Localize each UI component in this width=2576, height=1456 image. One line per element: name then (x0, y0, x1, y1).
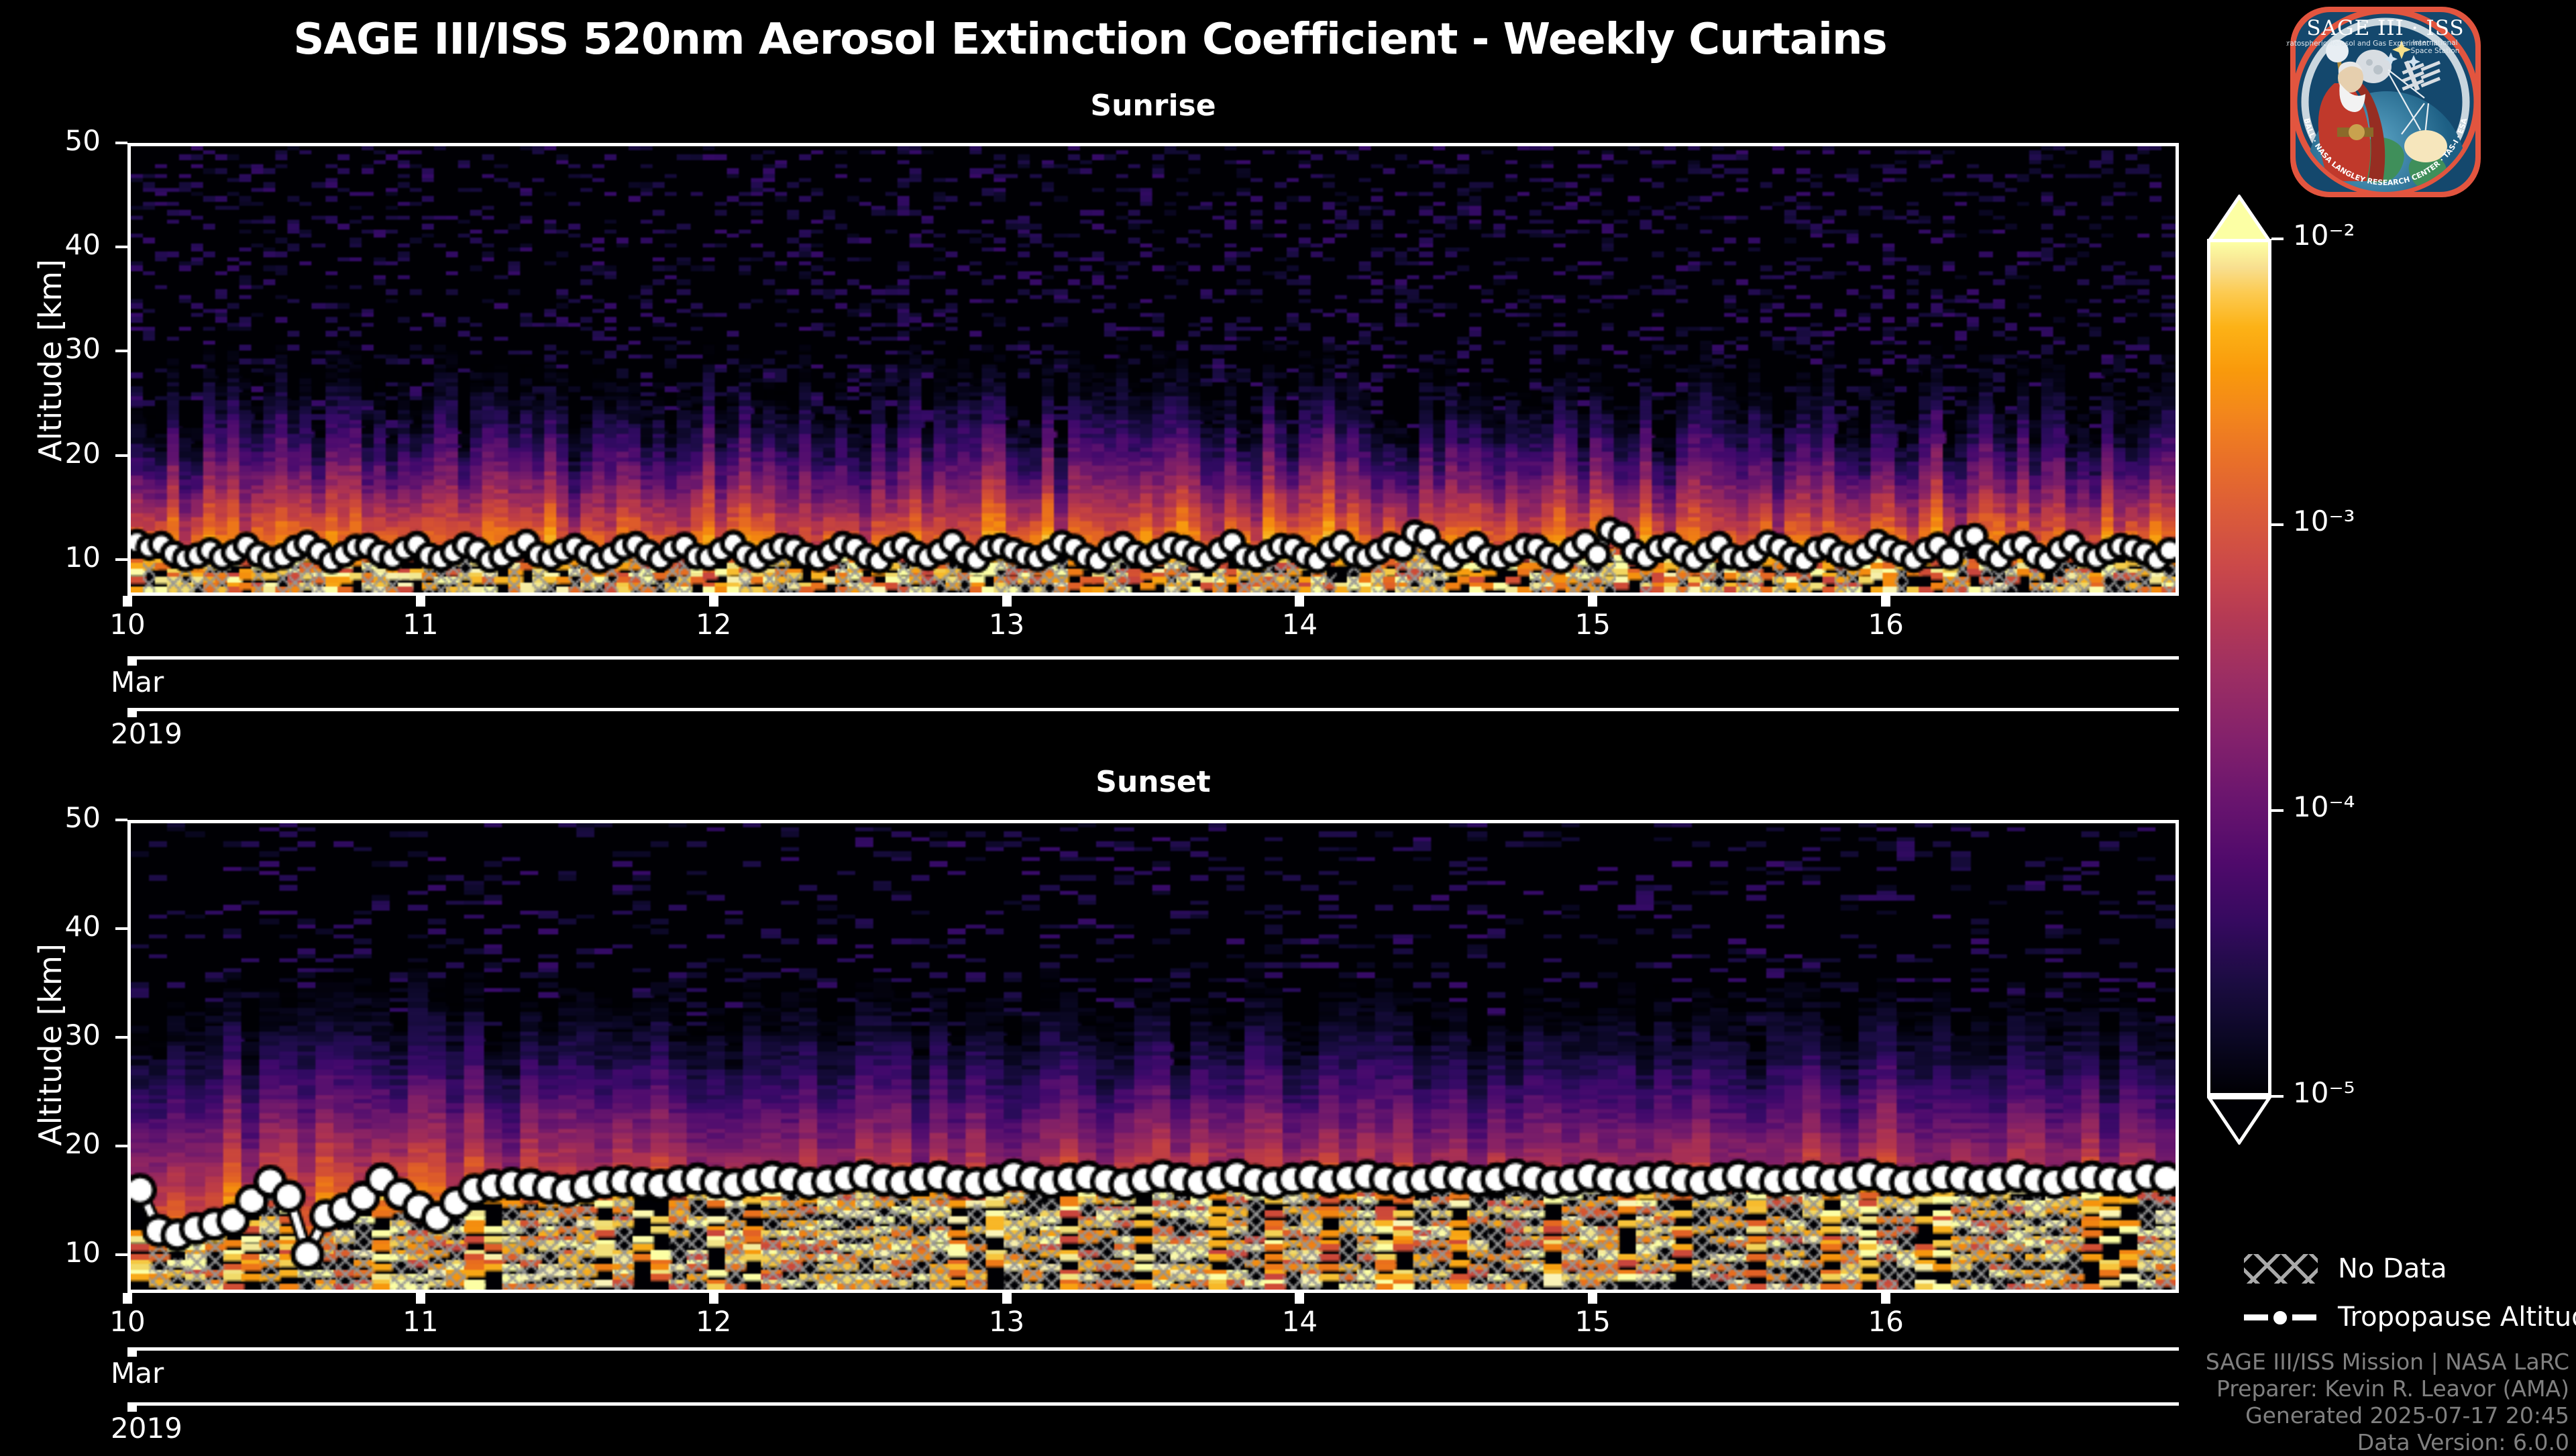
ytick-label: 50 (64, 124, 101, 157)
colorbar-tick-label: 10⁻⁵ (2293, 1076, 2355, 1109)
date-level-label-month-sunrise: Mar (111, 666, 164, 698)
date-level-bar-year-sunrise (127, 708, 2179, 711)
xtick-label: 10 (109, 1305, 146, 1338)
ytick-label: 20 (64, 1127, 101, 1161)
xtick-label: 13 (988, 608, 1025, 641)
logo-subtitle-left: Stratospheric Aerosol and Gas Experiment… (2286, 40, 2438, 48)
no-data-hatch-icon (2244, 1254, 2318, 1284)
ytick-mark (115, 1036, 127, 1039)
xtick-label: 16 (1868, 608, 1904, 641)
footer-line-version: Data Version: 6.0.0 (2357, 1429, 2569, 1455)
legend-label-tropopause: Tropopause Altitude (2338, 1302, 2576, 1333)
ytick-mark (115, 819, 127, 821)
colorbar-tick-mark (2271, 809, 2284, 813)
legend-item-no-data[interactable]: No Data (2244, 1253, 2447, 1284)
sage-iii-iss-mission-patch-logo: SAGE III · ISS Stratospheric Aerosol and… (2279, 3, 2485, 201)
xtick-label: 14 (1281, 1305, 1318, 1338)
ytick-mark (115, 927, 127, 931)
panel-title-sunset: Sunset (1095, 765, 1211, 799)
xtick-mark (1295, 1293, 1305, 1304)
xtick-mark (415, 596, 425, 607)
colorbar-gradient (2207, 239, 2271, 1096)
heatmap-canvas-sunset (131, 823, 2176, 1290)
colorbar-arrow-bottom (2207, 1096, 2271, 1145)
xtick-mark (1881, 596, 1891, 607)
ytick-mark (115, 1253, 127, 1257)
ytick-mark (115, 454, 127, 457)
date-level-tick-year-sunrise (127, 708, 137, 717)
ytick-label: 50 (64, 801, 101, 834)
ytick-label: 30 (64, 1019, 101, 1052)
date-level-label-year-sunrise: 2019 (111, 717, 182, 750)
footer-credits: SAGE III/ISS Mission | NASA LaRC Prepare… (1905, 1349, 2569, 1456)
colorbar[interactable]: 10⁻²10⁻³10⁻⁴10⁻⁵ Aerosol Extinction Coef… (2207, 195, 2576, 1188)
ytick-mark (115, 246, 127, 249)
colorbar-tick-mark (2271, 523, 2284, 526)
date-level-bar-month-sunrise (127, 656, 2179, 660)
xtick-mark (1002, 596, 1012, 607)
date-level-tick-year-sunset (127, 1402, 137, 1412)
date-level-tick-month-sunset (127, 1347, 137, 1357)
xtick-mark (708, 596, 718, 607)
ytick-mark (115, 558, 127, 561)
colorbar-tick-mark (2271, 238, 2284, 240)
xtick-mark (1588, 596, 1598, 607)
xtick-mark (708, 1293, 718, 1304)
logo-subtitle-right-1: International (2412, 39, 2457, 47)
ytick-mark (115, 1145, 127, 1148)
date-level-bar-year-sunset (127, 1402, 2179, 1406)
colorbar-tick-label: 10⁻⁴ (2293, 790, 2355, 824)
legend-item-tropopause[interactable]: Tropopause Altitude (2244, 1302, 2576, 1333)
colorbar-tick-mark (2271, 1095, 2284, 1098)
xtick-label: 11 (402, 1305, 439, 1338)
footer-line-mission: SAGE III/ISS Mission | NASA LaRC (2205, 1349, 2569, 1375)
footer-line-generated: Generated 2025-07-17 20:45 (2245, 1402, 2569, 1428)
heatmap-canvas-sunrise (131, 146, 2176, 592)
date-level-label-year-sunset: 2019 (111, 1412, 182, 1445)
colorbar-tick-label: 10⁻² (2293, 219, 2355, 252)
ytick-label: 40 (64, 228, 101, 262)
panel-title-sunrise: Sunrise (1090, 89, 1216, 123)
colorbar-arrow-top (2207, 195, 2271, 243)
ytick-mark (115, 350, 127, 353)
logo-title: SAGE III · ISS (2306, 16, 2464, 40)
logo-subtitle-right-2: Space Station (2411, 47, 2460, 55)
mission-patch-svg: SAGE III · ISS Stratospheric Aerosol and… (2279, 7, 2481, 197)
ytick-label: 10 (64, 540, 101, 574)
xtick-mark (1295, 596, 1305, 607)
ytick-label: 10 (64, 1236, 101, 1269)
xtick-label: 10 (109, 608, 146, 641)
xtick-label: 12 (695, 1305, 732, 1338)
footer-line-preparer: Preparer: Kevin R. Leavor (AMA) (2216, 1375, 2569, 1402)
xtick-label: 12 (695, 608, 732, 641)
xtick-label: 16 (1868, 1305, 1904, 1338)
ytick-label: 20 (64, 436, 101, 470)
xtick-mark (123, 596, 132, 607)
ytick-label: 30 (64, 332, 101, 366)
xtick-label: 15 (1574, 1305, 1611, 1338)
xtick-mark (415, 1293, 425, 1304)
plot-sunset[interactable] (127, 820, 2179, 1293)
colorbar-tick-label: 10⁻³ (2293, 504, 2355, 537)
tropopause-line-marker-icon (2244, 1302, 2318, 1332)
xtick-mark (1002, 1293, 1012, 1304)
page-title: SAGE III/ISS 520nm Aerosol Extinction Co… (293, 15, 1887, 64)
xtick-label: 15 (1574, 608, 1611, 641)
date-level-tick-month-sunrise (127, 656, 137, 666)
xtick-mark (123, 1293, 132, 1304)
xtick-mark (1588, 1293, 1598, 1304)
xtick-label: 13 (988, 1305, 1025, 1338)
ytick-mark (115, 142, 127, 144)
xtick-mark (1881, 1293, 1891, 1304)
legend-label-no-data: No Data (2338, 1253, 2447, 1284)
plot-sunrise[interactable] (127, 143, 2179, 596)
ytick-label: 40 (64, 910, 101, 943)
xtick-label: 11 (402, 608, 439, 641)
date-level-label-month-sunset: Mar (111, 1357, 164, 1390)
date-level-bar-month-sunset (127, 1347, 2179, 1351)
xtick-label: 14 (1281, 608, 1318, 641)
